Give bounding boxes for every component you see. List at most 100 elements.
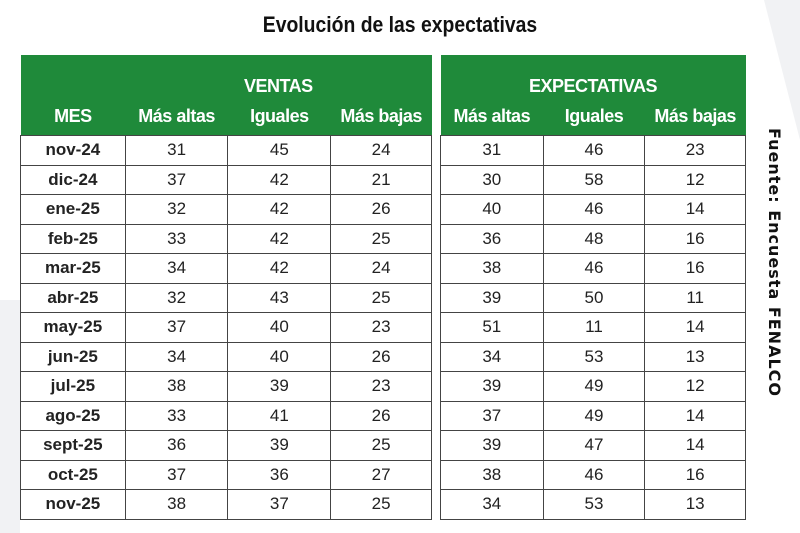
month-cell: may-25 [20, 312, 126, 343]
ventas-cell: 27 [330, 459, 432, 490]
ventas-cell: 41 [227, 400, 332, 431]
expectativas-cell: 58 [542, 164, 646, 195]
table-row: 39 49 12 [440, 371, 746, 402]
month-cell: abr-25 [20, 282, 126, 313]
expectativas-cell: 11 [542, 312, 646, 343]
expectativas-cell: 14 [644, 194, 746, 225]
ventas-cell: 32 [124, 194, 229, 225]
expectativas-cell: 37 [440, 400, 544, 431]
ventas-cell: 23 [330, 312, 432, 343]
expectativas-cell: 30 [440, 164, 544, 195]
table-row: dic-24 37 42 21 [20, 164, 432, 195]
expectativas-cell: 51 [440, 312, 544, 343]
month-cell: mar-25 [20, 253, 126, 284]
expectativas-cell: 31 [440, 135, 544, 166]
table-row: 37 49 14 [440, 400, 746, 431]
ventas-cell: 38 [124, 489, 229, 520]
expectativas-cell: 34 [440, 341, 544, 372]
ventas-cell: 40 [227, 312, 332, 343]
ventas-cell: 42 [227, 253, 332, 284]
ventas-cell: 43 [227, 282, 332, 313]
expectativas-table: EXPECTATIVAS Más altas Iguales Más bajas… [440, 55, 746, 520]
col-header: Iguales [543, 97, 645, 136]
ventas-cell: 42 [227, 194, 332, 225]
table-row: sept-25 36 39 25 [20, 430, 432, 461]
expectativas-cell: 14 [644, 400, 746, 431]
table-row: 36 48 16 [440, 223, 746, 254]
table-row: ene-25 32 42 26 [20, 194, 432, 225]
expectativas-cell: 46 [542, 459, 646, 490]
expectativas-cell: 50 [542, 282, 646, 313]
ventas-cell: 33 [124, 400, 229, 431]
expectativas-cell: 47 [542, 430, 646, 461]
table-row: may-25 37 40 23 [20, 312, 432, 343]
expectativas-cell: 13 [644, 489, 746, 520]
ventas-cell: 38 [124, 371, 229, 402]
ventas-cell: 36 [227, 459, 332, 490]
table-row: 51 11 14 [440, 312, 746, 343]
month-cell: oct-25 [20, 459, 126, 490]
expectativas-cell: 14 [644, 430, 746, 461]
month-cell: ago-25 [20, 400, 126, 431]
table-row: 34 53 13 [440, 341, 746, 372]
month-cell: jul-25 [20, 371, 126, 402]
ventas-cell: 24 [330, 135, 432, 166]
expectativas-cell: 49 [542, 371, 646, 402]
table-row: 40 46 14 [440, 194, 746, 225]
ventas-cell: 37 [227, 489, 332, 520]
ventas-cell: 42 [227, 223, 332, 254]
page-title: Evolución de las expectativas [262, 12, 538, 37]
table-row: jul-25 38 39 23 [20, 371, 432, 402]
table-row: 30 58 12 [440, 164, 746, 195]
expectativas-cell: 39 [440, 371, 544, 402]
expectativas-cell: 46 [542, 253, 646, 284]
ventas-cell: 34 [124, 253, 229, 284]
ventas-cell: 34 [124, 341, 229, 372]
expectativas-cell: 46 [542, 135, 646, 166]
ventas-cell: 23 [330, 371, 432, 402]
expectativas-cell: 36 [440, 223, 544, 254]
ventas-cell: 37 [124, 312, 229, 343]
ventas-cell: 32 [124, 282, 229, 313]
col-header: Más bajas [330, 97, 432, 136]
table-row: feb-25 33 42 25 [20, 223, 432, 254]
background-shape [0, 300, 20, 533]
table-row: 38 46 16 [440, 459, 746, 490]
ventas-cell: 25 [330, 223, 432, 254]
ventas-cell: 24 [330, 253, 432, 284]
source-note: Fuente: Encuesta FENALCO [765, 128, 784, 397]
month-cell: feb-25 [20, 223, 126, 254]
col-header: Más altas [125, 97, 228, 136]
col-header: Más altas [440, 97, 544, 136]
table-row: nov-24 31 45 24 [20, 135, 432, 166]
ventas-cell: 26 [330, 194, 432, 225]
ventas-cell: 25 [330, 430, 432, 461]
expectativas-cell: 49 [542, 400, 646, 431]
month-cell: jun-25 [20, 341, 126, 372]
month-cell: nov-24 [20, 135, 126, 166]
expectativas-cell: 12 [644, 164, 746, 195]
expectativas-cell: 12 [644, 371, 746, 402]
expectativas-header: EXPECTATIVAS [440, 55, 746, 97]
ventas-cell: 42 [227, 164, 332, 195]
table-row: jun-25 34 40 26 [20, 341, 432, 372]
table-row: 38 46 16 [440, 253, 746, 284]
expectativas-cell: 39 [440, 430, 544, 461]
ventas-cell: 37 [124, 459, 229, 490]
ventas-table: VENTAS MES Más altas Iguales Más bajas n… [20, 55, 432, 520]
month-cell: nov-25 [20, 489, 126, 520]
expectativas-cell: 48 [542, 223, 646, 254]
ventas-cell: 25 [330, 489, 432, 520]
expectativas-cell: 23 [644, 135, 746, 166]
expectativas-cell: 40 [440, 194, 544, 225]
table-row: 39 50 11 [440, 282, 746, 313]
ventas-cell: 36 [124, 430, 229, 461]
ventas-cell: 39 [227, 430, 332, 461]
ventas-cell: 21 [330, 164, 432, 195]
ventas-header: VENTAS [125, 55, 432, 97]
table-row: 31 46 23 [440, 135, 746, 166]
month-cell: sept-25 [20, 430, 126, 461]
expectativas-cell: 38 [440, 253, 544, 284]
table-row: 34 53 13 [440, 489, 746, 520]
month-cell: dic-24 [20, 164, 126, 195]
